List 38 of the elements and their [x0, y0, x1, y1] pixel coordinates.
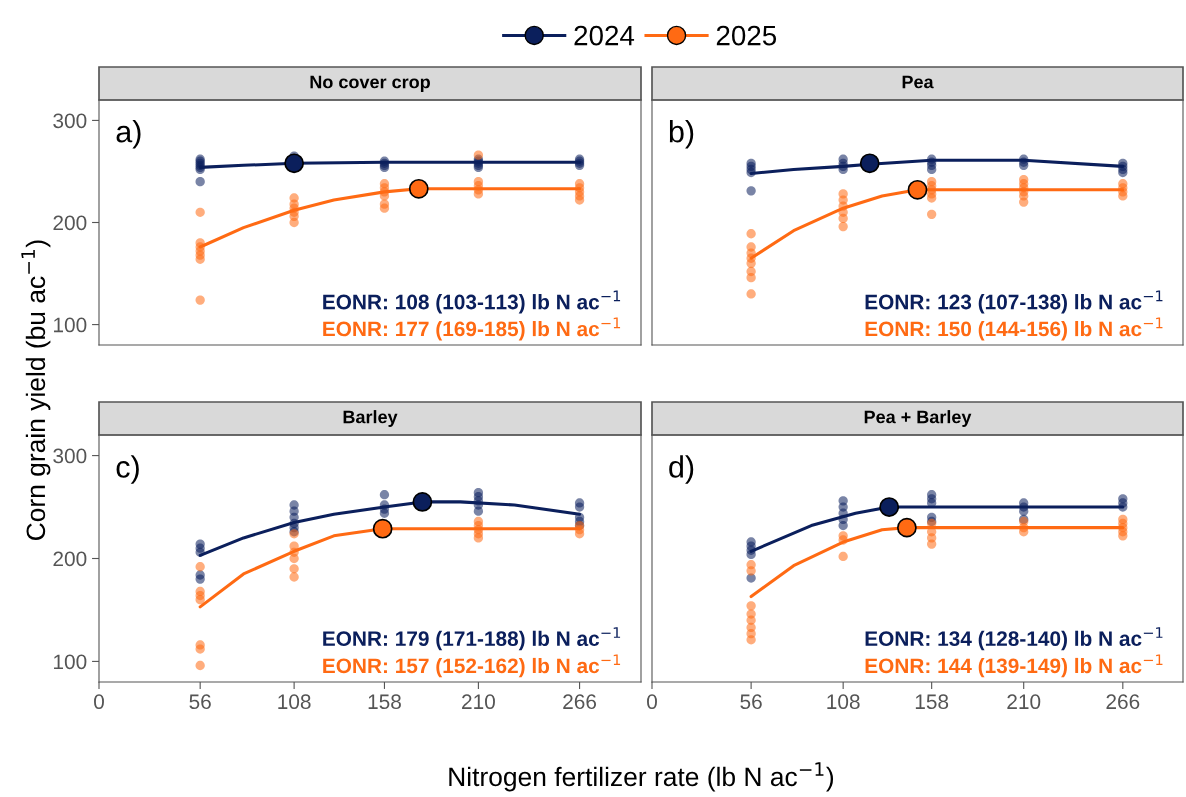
- y-tick-label: 300: [53, 113, 87, 129]
- annotation: b): [669, 120, 694, 149]
- chart-title: Barley: [343, 410, 398, 427]
- y-tick-label: 100: [54, 654, 87, 670]
- y-tick-label: 200: [53, 215, 87, 231]
- x-tick-label: 266: [1106, 694, 1140, 710]
- y-tick-label: 200: [53, 551, 87, 567]
- annotation: EONR: 144 (139-149) lb N ac$^{−1}$: [865, 654, 1163, 678]
- x-tick-label: 0: [94, 694, 104, 710]
- x-tick-label: 0: [647, 694, 657, 710]
- chart-title: Pea + Barley: [864, 410, 972, 427]
- annotation: EONR: 179 (171-188) lb N ac$^{−1}$: [323, 627, 621, 651]
- annotation: EONR: 150 (144-156) lb N ac$^{−1}$: [865, 317, 1163, 341]
- annotation: EONR: 123 (107-138) lb N ac$^{−1}$: [865, 290, 1163, 314]
- x-tick-label: 266: [563, 694, 597, 710]
- y-tick-label: 100: [54, 317, 87, 333]
- x-tick-label: 56: [740, 694, 762, 710]
- x-tick-label: 56: [189, 694, 211, 710]
- x-tick-label: 108: [827, 694, 860, 710]
- x-tick-label: 108: [278, 694, 311, 710]
- y-axis-title: Corn grain yield (bu ac$^{−1}$): [21, 240, 51, 540]
- x-tick-label: 158: [915, 694, 949, 710]
- legend-label: 2025: [716, 25, 777, 46]
- x-axis-title: Nitrogen fertilizer rate (lb N ac$^{−1}$): [449, 762, 834, 792]
- x-tick-label: 210: [462, 694, 495, 710]
- x-tick-label: 158: [368, 694, 401, 710]
- legend-label: 2024: [574, 25, 635, 46]
- annotation: a): [116, 120, 141, 149]
- annotation: c): [116, 455, 139, 484]
- annotation: EONR: 134 (128-140) lb N ac$^{−1}$: [865, 627, 1163, 651]
- annotation: EONR: 177 (169-185) lb N ac$^{−1}$: [323, 317, 621, 341]
- annotation: EONR: 157 (152-162) lb N ac$^{−1}$: [323, 654, 621, 678]
- y-tick-label: 300: [53, 448, 87, 464]
- chart-title: No cover crop: [310, 75, 430, 92]
- x-tick-label: 210: [1007, 694, 1041, 710]
- annotation: d): [669, 455, 694, 484]
- chart-title: Pea: [902, 75, 934, 89]
- annotation: EONR: 108 (103-113) lb N ac$^{−1}$: [323, 290, 621, 314]
